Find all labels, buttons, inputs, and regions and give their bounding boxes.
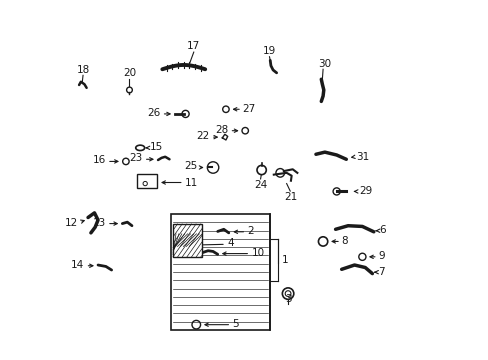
Text: 26: 26	[147, 108, 160, 118]
Text: 24: 24	[253, 180, 266, 190]
Text: 31: 31	[355, 152, 368, 162]
Text: 3: 3	[284, 294, 291, 304]
Text: 10: 10	[251, 248, 264, 258]
Text: 18: 18	[76, 64, 89, 75]
Text: 25: 25	[183, 161, 197, 171]
Text: 15: 15	[149, 142, 163, 152]
Text: 13: 13	[92, 218, 106, 228]
Text: 19: 19	[263, 46, 276, 56]
Text: 28: 28	[215, 125, 228, 135]
Text: 4: 4	[227, 238, 233, 248]
Text: 16: 16	[92, 156, 106, 165]
Text: 14: 14	[71, 260, 84, 270]
Text: 1: 1	[282, 255, 288, 265]
Text: 11: 11	[184, 177, 198, 188]
Text: 30: 30	[318, 59, 331, 68]
Text: 9: 9	[378, 251, 384, 261]
Text: 2: 2	[247, 226, 253, 236]
Text: 22: 22	[196, 131, 209, 141]
Text: 12: 12	[65, 218, 78, 228]
Bar	[137, 174, 157, 188]
Text: 6: 6	[379, 225, 386, 235]
Text: 7: 7	[378, 267, 384, 277]
Text: 29: 29	[358, 186, 371, 196]
Text: 8: 8	[341, 236, 347, 246]
Text: 20: 20	[122, 68, 136, 78]
Text: 17: 17	[187, 41, 200, 51]
Text: 23: 23	[129, 153, 142, 163]
Bar	[171, 214, 269, 330]
Text: 21: 21	[284, 192, 297, 202]
Text: 27: 27	[242, 104, 255, 113]
Bar	[173, 224, 202, 257]
Text: 5: 5	[232, 319, 239, 329]
